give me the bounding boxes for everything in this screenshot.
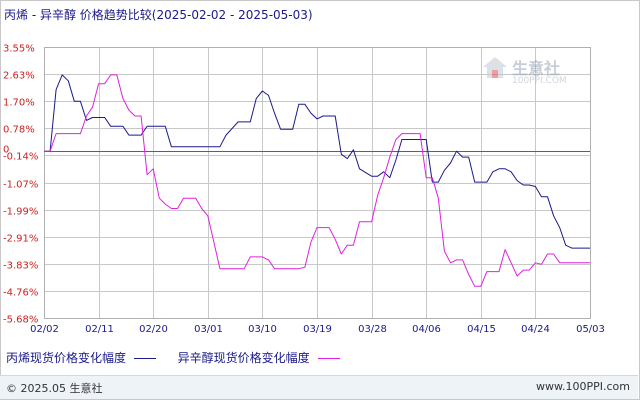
- y-tick-label: 0.78%: [3, 125, 35, 136]
- footer-bar: © 2025.05 生意社 www.100PPI.com: [0, 375, 638, 399]
- legend: 丙烯现货价格变化幅度 异辛醇现货价格变化幅度: [6, 349, 358, 366]
- footer-copyright: © 2025.05 生意社: [6, 382, 103, 395]
- y-tick-labels: 3.55% 2.63% 1.70% 0.78% -0.14% -1.07% -1.99% -2…: [3, 44, 38, 326]
- chart-title: 丙烯 - 异辛醇 价格趋势比较(2025-02-02 - 2025-05-03): [4, 8, 313, 22]
- x-tick-labels: 02/02 02/11 02/20 03/01 03/10 03/19 03/28 04/06…: [30, 324, 605, 335]
- legend-label-isooctanol: 异辛醇现货价格变化幅度: [177, 351, 310, 365]
- grid-layer: [44, 47, 591, 319]
- series-layer: [44, 74, 590, 287]
- x-tick-label: 04/24: [521, 324, 550, 335]
- x-tick-label: 05/03: [576, 324, 605, 335]
- x-tick-label: 03/19: [303, 324, 332, 335]
- x-tick-label: 03/10: [248, 324, 277, 335]
- x-tick-label: 03/28: [358, 324, 387, 335]
- legend-swatch-isooctanol: [317, 358, 340, 359]
- y-tick-label: -3.83%: [3, 261, 38, 272]
- x-tick-label: 02/20: [139, 324, 168, 335]
- series-line-propylene: [44, 74, 590, 249]
- x-tick-label: 02/11: [85, 324, 114, 335]
- y-tick-label: -1.07%: [3, 180, 38, 191]
- plot-area: 3.55% 2.63% 1.70% 0.78% -0.14% -1.07% -1.99% -2…: [3, 44, 605, 336]
- watermark-name: 生意社: [512, 59, 561, 78]
- series-line-isooctanol: [44, 74, 590, 287]
- watermark-url: 100PPI.COM: [512, 76, 567, 86]
- x-tick-label: 03/01: [194, 324, 223, 335]
- x-tick-label: 04/15: [467, 324, 496, 335]
- legend-label-propylene: 丙烯现货价格变化幅度: [6, 351, 127, 365]
- watermark: 生意社 100PPI.COM: [482, 54, 582, 94]
- legend-item-propylene: 丙烯现货价格变化幅度: [6, 349, 156, 366]
- y-tick-label: -2.91%: [3, 234, 38, 245]
- y-tick-label: 1.70%: [3, 98, 35, 109]
- house-logo-icon: [483, 57, 507, 78]
- x-tick-label: 04/06: [412, 324, 441, 335]
- y-tick-label: -0.14%: [3, 152, 38, 163]
- y-tick-label: -5.68%: [3, 315, 38, 326]
- y-tick-label: -4.76%: [3, 288, 38, 299]
- y-tick-label: 2.63%: [3, 71, 35, 82]
- x-tick-label: 02/02: [30, 324, 59, 335]
- y-tick-label: 3.55%: [3, 44, 35, 55]
- legend-swatch-propylene: [133, 358, 156, 359]
- legend-item-isooctanol: 异辛醇现货价格变化幅度: [178, 349, 340, 366]
- footer-link[interactable]: www.100PPI.com: [536, 380, 630, 393]
- zero-label: 0: [3, 145, 9, 156]
- y-tick-label: -1.99%: [3, 207, 38, 218]
- plot-border: [44, 47, 591, 319]
